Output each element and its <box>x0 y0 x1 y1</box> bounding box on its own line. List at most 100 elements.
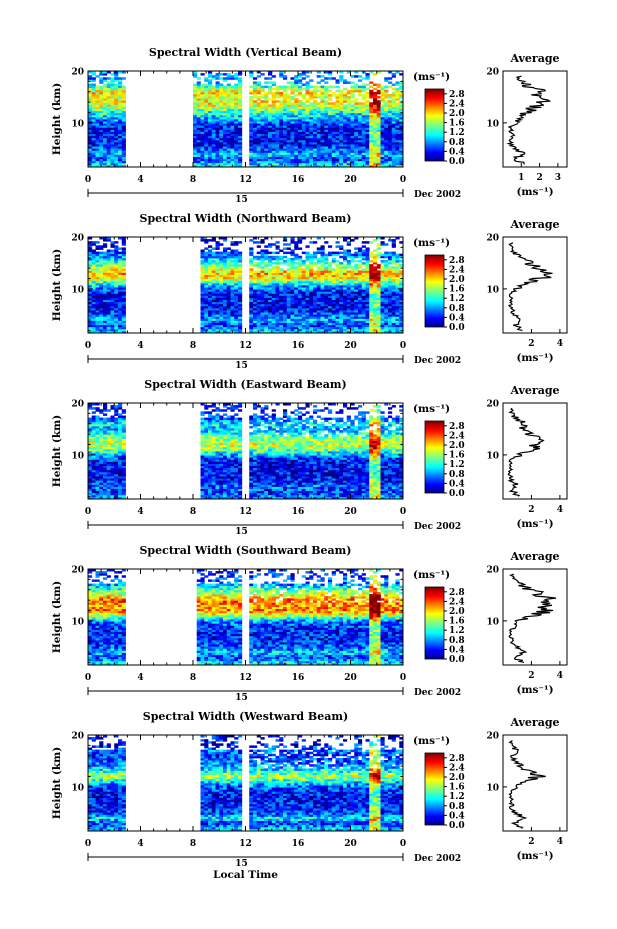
heatmap-cell <box>271 295 276 298</box>
heatmap-cell <box>226 73 231 76</box>
heatmap-cell <box>256 310 261 313</box>
heatmap-cell <box>309 102 314 105</box>
heatmap-cell <box>331 316 336 319</box>
heatmap-cell <box>346 299 351 303</box>
heatmap-cell <box>320 89 325 93</box>
heatmap-cell <box>339 299 344 303</box>
heatmap-cell <box>196 119 201 122</box>
heatmap-cell <box>384 125 389 128</box>
heatmap-cell <box>320 270 325 273</box>
heatmap-cell <box>279 318 284 321</box>
heatmap-cell <box>95 285 100 288</box>
heatmap-cell <box>230 293 235 296</box>
heatmap-cell <box>301 71 306 74</box>
heatmap-cell <box>95 93 100 97</box>
heatmap-cell <box>339 139 344 143</box>
heatmap-cell <box>339 318 344 321</box>
heatmap-cell <box>324 307 329 311</box>
heatmap-cell <box>290 133 295 137</box>
heatmap-cell <box>343 289 348 292</box>
heatmap-cell <box>249 251 254 255</box>
heatmap-cell <box>343 282 348 286</box>
heatmap-cell <box>204 104 209 107</box>
heatmap-cell <box>256 270 261 273</box>
heatmap-cell <box>294 152 299 155</box>
heatmap-cell <box>260 100 265 103</box>
heatmap-cell <box>328 98 333 101</box>
heatmap-cell <box>309 139 314 143</box>
heatmap-cell <box>106 116 111 120</box>
heatmap-cell <box>320 156 325 160</box>
heatmap-cell <box>99 79 104 82</box>
heatmap-cell <box>253 301 258 305</box>
heatmap-cell <box>343 110 348 114</box>
heatmap-cell <box>384 119 389 122</box>
heatmap-cell <box>286 278 291 282</box>
heatmap-cell <box>335 93 340 97</box>
heatmap-cell <box>380 318 385 321</box>
heatmap-cell <box>249 127 254 130</box>
heatmap-cell <box>365 324 370 328</box>
heatmap-cell <box>219 110 224 114</box>
heatmap-cell <box>114 91 119 95</box>
heatmap-cell <box>339 75 344 78</box>
heatmap-cell <box>350 106 355 109</box>
heatmap-cell <box>200 326 205 330</box>
heatmap-cell <box>316 102 321 105</box>
heatmap-cell <box>264 91 269 95</box>
heatmap-cell <box>388 77 393 80</box>
heatmap-cell <box>114 318 119 321</box>
heatmap-cell <box>361 87 366 91</box>
heatmap-cell <box>103 141 108 145</box>
heatmap-cell <box>384 131 389 135</box>
heatmap-cell <box>361 320 366 323</box>
heatmap-cell <box>286 158 291 162</box>
heatmap-cell <box>110 121 115 124</box>
heatmap-cell <box>204 144 209 147</box>
heatmap-cell <box>99 133 104 137</box>
heatmap-cell <box>301 330 306 334</box>
heatmap-cell <box>91 139 96 143</box>
heatmap-cell <box>238 137 243 141</box>
heatmap-cell <box>294 164 299 168</box>
heatmap-cell <box>283 324 288 328</box>
heatmap-cell <box>388 93 393 97</box>
heatmap-cell <box>249 137 254 141</box>
heatmap-cell <box>376 164 381 168</box>
heatmap-cell <box>204 307 209 311</box>
heatmap-cell <box>301 160 306 164</box>
heatmap-cell <box>373 146 378 149</box>
heatmap-cell <box>121 106 126 109</box>
heatmap-cell <box>88 299 93 303</box>
heatmap-cell <box>234 91 239 95</box>
heatmap-cell <box>88 89 93 93</box>
heatmap-cell <box>298 241 303 244</box>
heatmap-cell <box>286 150 291 153</box>
heatmap-cell <box>103 245 108 248</box>
heatmap-cell <box>211 137 216 141</box>
heatmap-cell <box>294 121 299 124</box>
heatmap-cell <box>286 108 291 112</box>
heatmap-cell <box>110 164 115 168</box>
heatmap-cell <box>200 278 205 282</box>
heatmap-cell <box>346 255 351 259</box>
heatmap-cell <box>358 291 363 294</box>
heatmap-cell <box>283 100 288 103</box>
heatmap-cell <box>335 158 340 162</box>
heatmap-cell <box>328 295 333 298</box>
heatmap-cell <box>350 301 355 305</box>
heatmap-cell <box>200 162 205 166</box>
heatmap-cell <box>305 328 310 332</box>
heatmap-cell <box>361 93 366 97</box>
heatmap-cell <box>320 102 325 105</box>
heatmap-cell <box>114 316 119 319</box>
heatmap-cell <box>328 310 333 313</box>
heatmap-cell <box>354 156 359 160</box>
heatmap-cell <box>103 272 108 275</box>
heatmap-cell <box>238 104 243 107</box>
heatmap-cell <box>118 146 123 149</box>
heatmap-cell <box>95 162 100 166</box>
heatmap-cell <box>346 89 351 93</box>
heatmap-cell <box>234 330 239 334</box>
heatmap-cell <box>369 295 374 298</box>
